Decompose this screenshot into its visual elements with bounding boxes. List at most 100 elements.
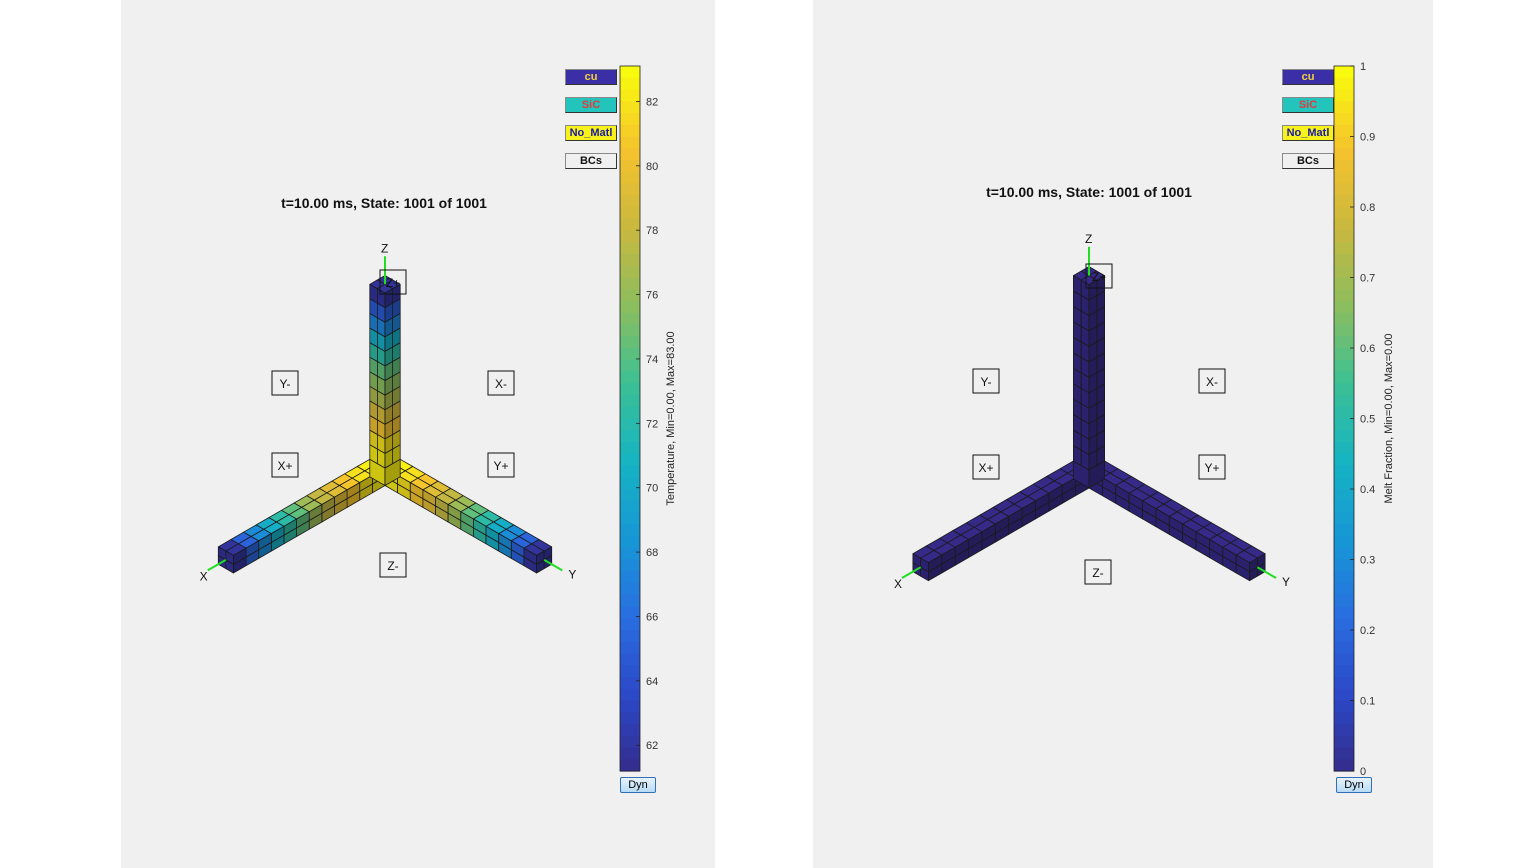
colorbar-tick-label: 70 bbox=[646, 483, 658, 495]
colorbar-tick-label: 0.8 bbox=[1360, 202, 1375, 214]
colorbar-band bbox=[620, 724, 640, 737]
material-button-sic[interactable]: SiC bbox=[565, 97, 617, 113]
colorbar-band bbox=[620, 124, 640, 138]
colorbar-band bbox=[1334, 289, 1354, 302]
colorbar-band bbox=[1334, 618, 1354, 631]
mesh-plot-3d[interactable]: X YZ Z+Y- X-X+ Y+Z- 00.10.20.30.40.50.60.70… bbox=[813, 0, 1433, 868]
face-label-yminus[interactable]: Y- bbox=[271, 370, 299, 396]
face-labels: Z+ Y- X- X+ Y+ Z- bbox=[271, 269, 515, 578]
material-button-cu[interactable]: cu bbox=[1282, 69, 1334, 85]
colorbar-band bbox=[1334, 242, 1354, 255]
face-label-text: Y+ bbox=[493, 459, 508, 473]
colorbar-band bbox=[1334, 735, 1354, 749]
material-button-sic[interactable]: SiC bbox=[1282, 97, 1334, 113]
colorbar-band bbox=[620, 359, 640, 373]
colorbar-tick-label: 0.9 bbox=[1360, 132, 1375, 144]
colorbar-band bbox=[620, 759, 640, 772]
colorbar-tick: 74 bbox=[636, 354, 658, 366]
colorbar-band bbox=[620, 512, 640, 525]
colorbar-band bbox=[620, 700, 640, 713]
colorbar-band bbox=[1334, 265, 1354, 279]
face-label-zminus[interactable]: Z- bbox=[379, 552, 407, 578]
colorbar-tick: 72 bbox=[636, 418, 658, 430]
plot-title: t=10.00 ms, State: 1001 of 1001 bbox=[986, 184, 1192, 200]
mesh-plot-3d[interactable]: X Y Z Z+ Y- X- X+ Y+ Z- 62 64 66 68 70 72 74 76 78 80 82 T… bbox=[121, 0, 715, 868]
material-button-no-matl[interactable]: No_Matl bbox=[565, 125, 617, 141]
colorbar-tick-label: 0 bbox=[1360, 766, 1366, 778]
colorbar-tick: 78 bbox=[636, 225, 658, 237]
colorbar-band bbox=[1334, 124, 1354, 138]
dyn-button[interactable]: Dyn bbox=[1336, 777, 1372, 793]
mesh-face bbox=[1249, 557, 1258, 573]
axis-label-y: Y bbox=[568, 567, 576, 581]
mesh-arm-y bbox=[1088, 460, 1266, 582]
face-label-xminus[interactable]: X- bbox=[1198, 368, 1226, 394]
dyn-button[interactable]: Dyn bbox=[620, 777, 656, 793]
face-label-xplus[interactable]: X+ bbox=[271, 452, 299, 478]
colorbar-band bbox=[1334, 136, 1354, 149]
axis-triad: X Y Z bbox=[894, 232, 1290, 591]
colorbar-band bbox=[620, 371, 640, 384]
colorbar-band bbox=[620, 171, 640, 185]
colorbar-tick: 0.6 bbox=[1350, 343, 1375, 355]
colorbar-band bbox=[1334, 254, 1354, 267]
colorbar-band bbox=[1334, 759, 1354, 772]
colorbar-band bbox=[1334, 277, 1354, 290]
mesh-arm-x bbox=[912, 460, 1090, 582]
face-label-zplus[interactable]: Z+ bbox=[379, 269, 407, 295]
colorbar-band bbox=[1334, 747, 1354, 760]
colorbar-band bbox=[620, 430, 640, 443]
colorbar-band bbox=[1334, 418, 1354, 431]
colorbar-band bbox=[1334, 594, 1354, 608]
colorbar-band bbox=[620, 301, 640, 314]
face-label-xplus[interactable]: X+ bbox=[972, 454, 1000, 480]
face-label-xminus[interactable]: X- bbox=[487, 370, 515, 396]
material-button-bcs[interactable]: BCs bbox=[565, 153, 617, 169]
colorbar-band bbox=[620, 524, 640, 537]
colorbar-band bbox=[1334, 301, 1354, 314]
material-button-cu[interactable]: cu bbox=[565, 69, 617, 85]
left-figure-panel: t=10.00 ms, State: 1001 of 1001 X Y Z Z+ Y-… bbox=[121, 0, 715, 868]
colorbar-band bbox=[620, 735, 640, 749]
colorbar-band bbox=[1334, 442, 1354, 455]
colorbar-band bbox=[1334, 89, 1354, 102]
axis-x: X bbox=[200, 559, 227, 583]
face-label-box bbox=[271, 370, 299, 396]
colorbar-band bbox=[620, 312, 640, 326]
colorbar-tick: 64 bbox=[636, 676, 658, 688]
colorbar-band bbox=[1334, 383, 1354, 396]
colorbar-tick-label: 1 bbox=[1360, 61, 1366, 73]
colorbar-tick: 0 bbox=[1350, 766, 1366, 778]
axis-label-z: Z bbox=[381, 241, 388, 255]
colorbar-band bbox=[620, 183, 640, 196]
material-button-bcs[interactable]: BCs bbox=[1282, 153, 1334, 169]
face-label-zplus[interactable]: Z+ bbox=[1085, 263, 1113, 289]
mesh-arm-y bbox=[384, 458, 553, 574]
colorbar-frame bbox=[619, 65, 641, 772]
colorbar-band bbox=[620, 583, 640, 596]
face-label-yplus[interactable]: Y+ bbox=[1198, 454, 1226, 480]
colorbar-band bbox=[620, 195, 640, 208]
colorbar-band bbox=[620, 160, 640, 173]
axis-line-y bbox=[1256, 566, 1277, 579]
mesh-arm-z bbox=[369, 275, 401, 469]
colorbar-band bbox=[1334, 218, 1354, 232]
colorbar-tick-label: 0.2 bbox=[1360, 625, 1375, 637]
colorbar-band bbox=[1334, 324, 1354, 337]
colorbar-band bbox=[1334, 512, 1354, 525]
face-label-zminus[interactable]: Z- bbox=[1084, 559, 1112, 585]
colorbar-band bbox=[1334, 207, 1354, 220]
colorbar-tick-label: 62 bbox=[646, 740, 658, 752]
colorbar-band bbox=[620, 395, 640, 408]
colorbar-band bbox=[620, 277, 640, 290]
colorbar-band bbox=[1334, 453, 1354, 467]
material-button-no-matl[interactable]: No_Matl bbox=[1282, 125, 1334, 141]
colorbar-tick-label: 0.3 bbox=[1360, 555, 1375, 567]
colorbar-tick: 68 bbox=[636, 547, 658, 559]
face-label-yminus[interactable]: Y- bbox=[972, 368, 1000, 394]
face-label-yplus[interactable]: Y+ bbox=[487, 452, 515, 478]
colorbar-band bbox=[1334, 195, 1354, 208]
colorbar-band bbox=[620, 571, 640, 584]
colorbar-band bbox=[1334, 148, 1354, 161]
colorbar-band bbox=[1334, 641, 1354, 655]
